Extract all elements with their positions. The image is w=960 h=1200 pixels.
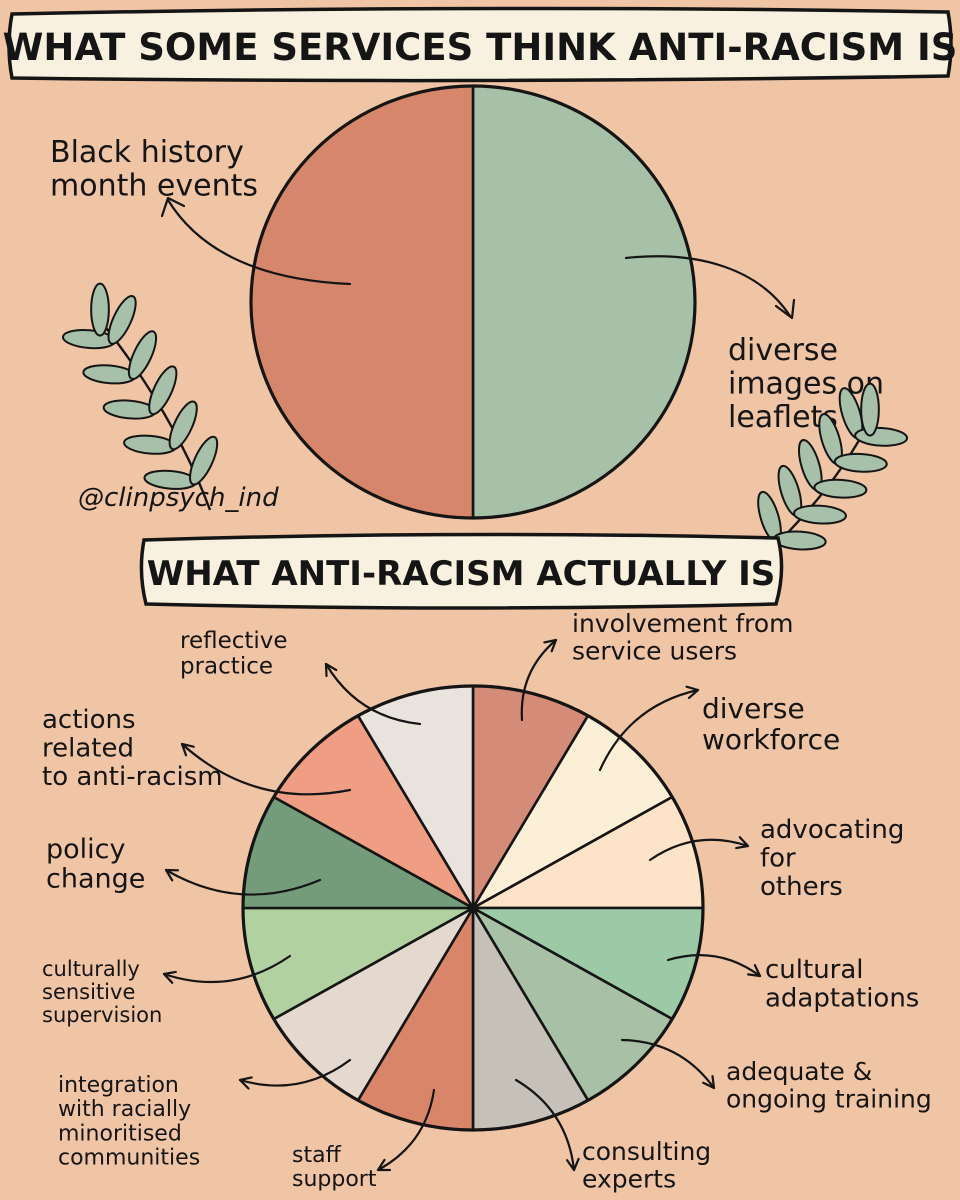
leaf (813, 478, 868, 499)
author-handle: @clinpsych_ind (78, 483, 279, 513)
arrowhead-diverse-images (774, 298, 796, 320)
pie-label-involvement-from-service-users: involvement from service users (572, 609, 794, 666)
arrowhead-involvement-from-service-users (543, 638, 558, 653)
pie-slice-diverse-images-on-leaflets (249, 84, 475, 520)
arrowhead-adequate-ongoing-training (702, 1075, 716, 1090)
pie-outline-2 (241, 684, 705, 1132)
leaf (168, 400, 198, 451)
pie-label-culturally-sensitive-supervision: culturally sensitive supervision (42, 957, 162, 1027)
pie-label-advocating-for-others: advocating for others (760, 815, 904, 902)
arrowhead-black-history (160, 196, 186, 218)
arrow-cultural-adaptations (666, 954, 762, 978)
top-banner: WHAT SOME SERVICES THINK ANTI-RACISM IS (3, 6, 958, 83)
pie-label-diverse-workforce: diverse workforce (702, 692, 840, 756)
pie-label-actions-related-to-anti-racism: actions related to anti-racism (42, 705, 223, 792)
pie-label-cultural-adaptations: cultural adaptations (765, 955, 919, 1014)
arrowhead-policy-change (164, 868, 180, 882)
leaf (107, 295, 137, 345)
leaf (833, 452, 888, 473)
top-banner-title: WHAT SOME SERVICES THINK ANTI-RACISM IS (3, 26, 958, 69)
arrow-diverse-workforce (598, 688, 700, 772)
leaf (102, 399, 157, 420)
arrow-culturally-sensitive-supervision (162, 954, 292, 984)
bottom-banner-shape (139, 532, 784, 610)
pie-label-reflective-practice: reflective practice (180, 628, 288, 679)
arrowhead-consulting-experts (566, 1157, 580, 1172)
bottom-pie-chart (241, 684, 705, 1132)
pie-label-staff-support: staff support (292, 1143, 377, 1192)
leaf-stem (99, 319, 212, 511)
arrow-actions-related-to-anti-racism (180, 742, 352, 796)
arrow-staff-support (376, 1088, 436, 1172)
arrowhead-reflective-practice (324, 662, 338, 678)
pie-label-black-history-month-events: Black history month events (50, 135, 258, 204)
arrowhead-actions-related-to-anti-racism (180, 742, 195, 757)
pie-label-adequate-ongoing-training: adequate & ongoing training (726, 1057, 932, 1114)
pie-label-consulting-experts: consulting experts (582, 1137, 711, 1194)
top-pie-chart (249, 84, 697, 520)
leaf-branch-left (61, 282, 219, 511)
arrow-adequate-ongoing-training (620, 1038, 716, 1090)
arrow-policy-change (164, 868, 322, 896)
arrow-black-history (166, 198, 352, 286)
arrowhead-culturally-sensitive-supervision (162, 970, 177, 984)
leaf (123, 434, 177, 455)
leaf-branch-right (757, 382, 909, 561)
bottom-pie-arrows (162, 638, 762, 1172)
bottom-pie-labels: involvement from service users diverse work… (42, 609, 932, 1194)
arrowhead-staff-support (376, 1158, 392, 1172)
leaf (793, 504, 847, 525)
leaf (82, 364, 137, 385)
arrow-involvement-from-service-users (520, 638, 558, 722)
arrow-diverse-images (624, 255, 792, 318)
arrowhead-advocating-for-others (735, 836, 750, 850)
arrow-integration-with-racially-minoritised-communities (238, 1058, 352, 1087)
bottom-banner-title: WHAT ANTI-RACISM ACTUALLY IS (147, 554, 776, 594)
leaf (189, 435, 219, 486)
arrow-advocating-for-others (648, 838, 750, 862)
arrowhead-integration-with-racially-minoritised-communities (238, 1076, 253, 1090)
top-pie-arrows (160, 196, 796, 320)
pie-outline-1 (249, 84, 697, 520)
leaf (860, 382, 880, 437)
pie-slice-black-history-month-events (471, 84, 697, 520)
bottom-banner: WHAT ANTI-RACISM ACTUALLY IS (139, 532, 784, 610)
pie-label-integration-with-racially-minoritised-communities: integration with racially minoritised commu… (58, 1073, 200, 1171)
top-banner-shape (7, 6, 953, 83)
arrow-reflective-practice (324, 662, 422, 726)
leaf (90, 282, 110, 337)
pie-label-policy-change: policy change (46, 834, 145, 895)
arrow-consulting-experts (514, 1078, 576, 1172)
leaf (854, 426, 909, 447)
arrowhead-diverse-workforce (685, 685, 700, 699)
leaf (127, 330, 158, 380)
leaf (148, 365, 178, 416)
arrowhead-cultural-adaptations (747, 964, 762, 978)
